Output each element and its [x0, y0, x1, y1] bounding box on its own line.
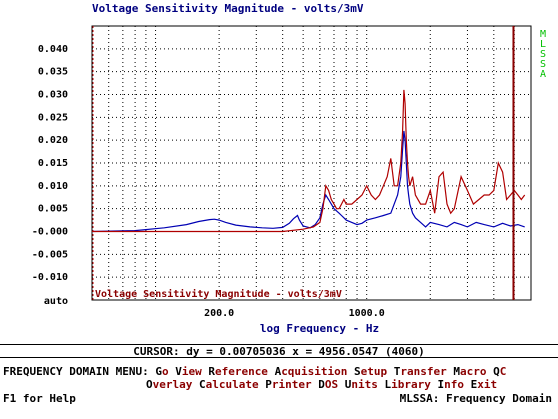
- x-axis-label: log Frequency - Hz: [260, 322, 379, 335]
- menu-prefix: FREQUENCY DOMAIN MENU:: [3, 365, 156, 378]
- menu-item-view[interactable]: View: [175, 365, 202, 378]
- y-auto-label: auto: [44, 296, 68, 307]
- menu-hotkey: Q: [493, 365, 500, 378]
- y-tick-label: 0.025: [38, 112, 68, 123]
- menu-label-rest: nfo: [444, 378, 464, 391]
- menu-hotkey: P: [265, 378, 272, 391]
- menu-item-acquisition[interactable]: Acquisition: [275, 365, 348, 378]
- chart-title: Voltage Sensitivity Magnitude - volts/3m…: [92, 2, 364, 15]
- side-label-char: S: [539, 59, 547, 70]
- x-tick-label: 1000.0: [349, 308, 385, 319]
- menu-hotkey: G: [155, 365, 162, 378]
- menu-hotkey: S: [354, 365, 361, 378]
- status-text: MLSSA: Frequency Domain: [399, 392, 552, 405]
- y-tick-label: -0.005: [32, 249, 68, 260]
- menu-item-calculate[interactable]: Calculate: [199, 378, 259, 391]
- plot-frame: [91, 25, 532, 301]
- y-tick-label: 0.010: [38, 181, 68, 192]
- menu-hotkey: V: [175, 365, 182, 378]
- menu-item-macro[interactable]: Macro: [453, 365, 486, 378]
- menu-hotkey: C: [199, 378, 206, 391]
- menu-item-setup[interactable]: Setup: [354, 365, 387, 378]
- x-tick-label: 200.0: [204, 308, 234, 319]
- series-line-red: [92, 89, 526, 233]
- y-tick-label: 0.030: [38, 90, 68, 101]
- menu-item-exit[interactable]: Exit: [471, 378, 498, 391]
- series: [91, 26, 526, 300]
- menu-hotkey: D: [318, 378, 325, 391]
- plot-area[interactable]: 0.040 0.035 0.030 0.025 0.020 0.015 0.010 0.005…: [0, 0, 558, 340]
- side-label-char: A: [539, 69, 547, 80]
- y-tick-label: 0.035: [38, 67, 68, 78]
- menu-hotkey: A: [274, 365, 282, 378]
- y-tick-label: 0.020: [38, 135, 68, 146]
- menu-item-units[interactable]: Units: [345, 378, 378, 391]
- y-tick-label: -0.000: [32, 227, 68, 238]
- grid: [92, 26, 532, 300]
- menu-hotkey: O: [146, 378, 153, 391]
- menu-label-rest: etup: [360, 365, 388, 378]
- menu-hotkey: U: [344, 378, 352, 391]
- menu-item-printer[interactable]: Printer: [265, 378, 311, 391]
- menu-line-2: Overlay Calculate Printer DOS Units Libr…: [146, 379, 497, 390]
- menu-hotkey: I: [437, 378, 445, 391]
- menu-item-transfer[interactable]: Transfer: [394, 365, 447, 378]
- menu-hotkey: R: [208, 365, 215, 378]
- menu-label-rest: o: [161, 365, 169, 378]
- menu-label-rest: xit: [477, 378, 498, 391]
- menu-label-rest: OS: [324, 378, 339, 391]
- menu-label-rest: verlay: [152, 378, 193, 391]
- menu-item-go[interactable]: Go: [155, 365, 168, 378]
- menu-hotkey: T: [393, 365, 401, 378]
- side-label-char: L: [539, 39, 547, 50]
- menu-item-library[interactable]: Library: [384, 378, 430, 391]
- menu-hotkey: L: [384, 378, 392, 391]
- y-tick-label: 0.005: [38, 204, 68, 215]
- axes: 0.040 0.035 0.030 0.025 0.020 0.015 0.010 0.005…: [32, 25, 532, 335]
- menu-label-rest: rinter: [271, 378, 312, 391]
- side-label-char: S: [539, 49, 547, 60]
- cursor-readout: CURSOR: dy = 0.00705036 x = 4956.0547 (4…: [0, 344, 558, 358]
- menu-label-rest: iew: [181, 365, 202, 378]
- menu-item-overlay[interactable]: Overlay: [146, 378, 192, 391]
- series-line-blue: [91, 130, 525, 233]
- menu-item-qc[interactable]: QC: [493, 365, 506, 378]
- menu-label-rest: acro: [460, 365, 487, 378]
- menu-label-rest: eference: [214, 365, 268, 378]
- y-tick-label: 0.040: [38, 44, 68, 55]
- menu-label-rest: ransfer: [400, 365, 447, 378]
- menu-label-rest: cquisition: [281, 365, 348, 378]
- menu-label-rest: C: [499, 365, 507, 378]
- legend-label: Voltage Sensitivity Magnitude - volts/3m…: [95, 288, 342, 300]
- menu-hotkey: E: [470, 378, 478, 391]
- menu-item-info[interactable]: Info: [437, 378, 464, 391]
- y-tick-label: 0.015: [38, 158, 68, 169]
- side-label-char: M: [539, 29, 547, 40]
- help-hint: F1 for Help: [3, 392, 76, 405]
- menu-label-rest: ibrary: [391, 378, 431, 391]
- menu-item-dos[interactable]: DOS: [318, 378, 338, 391]
- menu-line-1: FREQUENCY DOMAIN MENU: Go View Reference…: [3, 366, 506, 377]
- menu-item-reference[interactable]: Reference: [208, 365, 268, 378]
- menu-label-rest: alculate: [205, 378, 259, 391]
- menu-hotkey: M: [453, 365, 461, 378]
- y-tick-label: -0.010: [32, 272, 68, 283]
- menu-label-rest: nits: [351, 378, 378, 391]
